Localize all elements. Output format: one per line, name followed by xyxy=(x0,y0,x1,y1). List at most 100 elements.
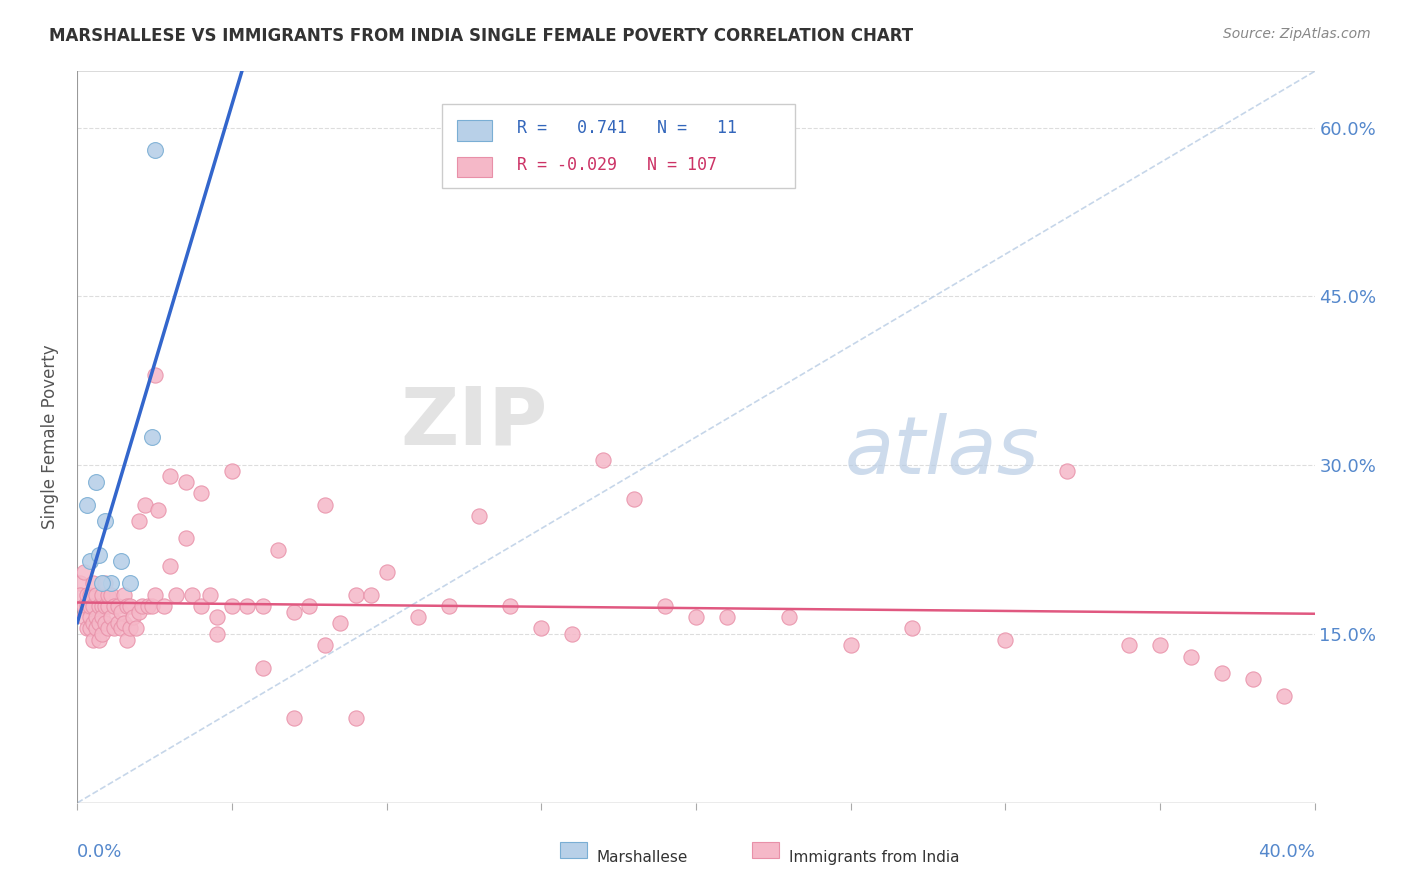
Point xyxy=(110,621,132,635)
Point xyxy=(100,576,122,591)
Point xyxy=(153,599,176,613)
Point xyxy=(91,610,114,624)
Point xyxy=(180,588,202,602)
Point xyxy=(360,588,382,602)
Point xyxy=(76,621,98,635)
Point xyxy=(530,621,553,635)
Bar xyxy=(457,120,492,141)
Point xyxy=(76,588,98,602)
Point xyxy=(118,576,141,591)
Point xyxy=(82,576,104,591)
Point xyxy=(159,469,181,483)
Text: Marshallese: Marshallese xyxy=(598,849,689,864)
Text: atlas: atlas xyxy=(845,413,1039,491)
Point xyxy=(561,627,583,641)
Point xyxy=(1272,689,1295,703)
Point xyxy=(100,588,122,602)
Point xyxy=(205,627,228,641)
Point xyxy=(128,515,150,529)
Point xyxy=(82,632,104,647)
Point xyxy=(143,368,166,383)
Point xyxy=(283,605,305,619)
Point xyxy=(115,599,138,613)
Point xyxy=(97,588,120,602)
Point xyxy=(267,542,290,557)
Point xyxy=(839,638,862,652)
Point xyxy=(97,599,120,613)
Point xyxy=(1056,464,1078,478)
Point xyxy=(654,599,676,613)
Point xyxy=(107,615,129,630)
Point xyxy=(87,632,110,647)
Point xyxy=(623,491,645,506)
Point xyxy=(200,588,222,602)
Point xyxy=(112,615,135,630)
Point xyxy=(94,615,117,630)
Point xyxy=(110,605,132,619)
Point xyxy=(87,599,110,613)
Point xyxy=(91,599,114,613)
Point xyxy=(138,599,160,613)
Point xyxy=(94,515,117,529)
Point xyxy=(122,610,145,624)
Point xyxy=(344,711,367,725)
Point xyxy=(252,599,274,613)
Point xyxy=(128,605,150,619)
Point xyxy=(87,615,110,630)
Point xyxy=(298,599,321,613)
Point xyxy=(72,565,94,579)
Point xyxy=(112,588,135,602)
Point xyxy=(174,532,197,546)
Point xyxy=(143,588,166,602)
Point xyxy=(84,621,107,635)
Bar xyxy=(752,841,779,858)
Point xyxy=(252,661,274,675)
Point xyxy=(344,588,367,602)
Point xyxy=(1149,638,1171,652)
Point xyxy=(141,430,163,444)
Point xyxy=(1211,666,1233,681)
Point xyxy=(592,452,614,467)
Point xyxy=(79,610,101,624)
Y-axis label: Single Female Poverty: Single Female Poverty xyxy=(41,345,59,529)
Point xyxy=(76,599,98,613)
Point xyxy=(69,576,91,591)
Point xyxy=(236,599,259,613)
Point xyxy=(165,588,187,602)
Point xyxy=(131,599,153,613)
Point xyxy=(468,508,491,523)
Text: R = -0.029   N = 107: R = -0.029 N = 107 xyxy=(516,156,717,174)
Point xyxy=(1118,638,1140,652)
Point xyxy=(190,599,212,613)
Point xyxy=(141,599,163,613)
Point xyxy=(103,599,125,613)
Point xyxy=(174,475,197,489)
Point xyxy=(79,554,101,568)
Point xyxy=(84,475,107,489)
Point xyxy=(994,632,1017,647)
Point xyxy=(84,610,107,624)
Point xyxy=(115,632,138,647)
Text: MARSHALLESE VS IMMIGRANTS FROM INDIA SINGLE FEMALE POVERTY CORRELATION CHART: MARSHALLESE VS IMMIGRANTS FROM INDIA SIN… xyxy=(49,27,914,45)
Point xyxy=(134,498,156,512)
Point xyxy=(221,599,243,613)
Point xyxy=(84,588,107,602)
Point xyxy=(91,627,114,641)
Point xyxy=(87,548,110,562)
Text: 0.0%: 0.0% xyxy=(77,843,122,861)
Text: Source: ZipAtlas.com: Source: ZipAtlas.com xyxy=(1223,27,1371,41)
Point xyxy=(91,576,114,591)
Point xyxy=(100,610,122,624)
Point xyxy=(82,599,104,613)
Point xyxy=(329,615,352,630)
Point xyxy=(118,621,141,635)
Text: ZIP: ZIP xyxy=(401,384,547,461)
Bar xyxy=(560,841,588,858)
Point xyxy=(685,610,707,624)
Point xyxy=(79,599,101,613)
Point xyxy=(76,498,98,512)
Text: 40.0%: 40.0% xyxy=(1258,843,1315,861)
Point xyxy=(778,610,800,624)
Point xyxy=(205,610,228,624)
Text: R =   0.741   N =   11: R = 0.741 N = 11 xyxy=(516,120,737,137)
